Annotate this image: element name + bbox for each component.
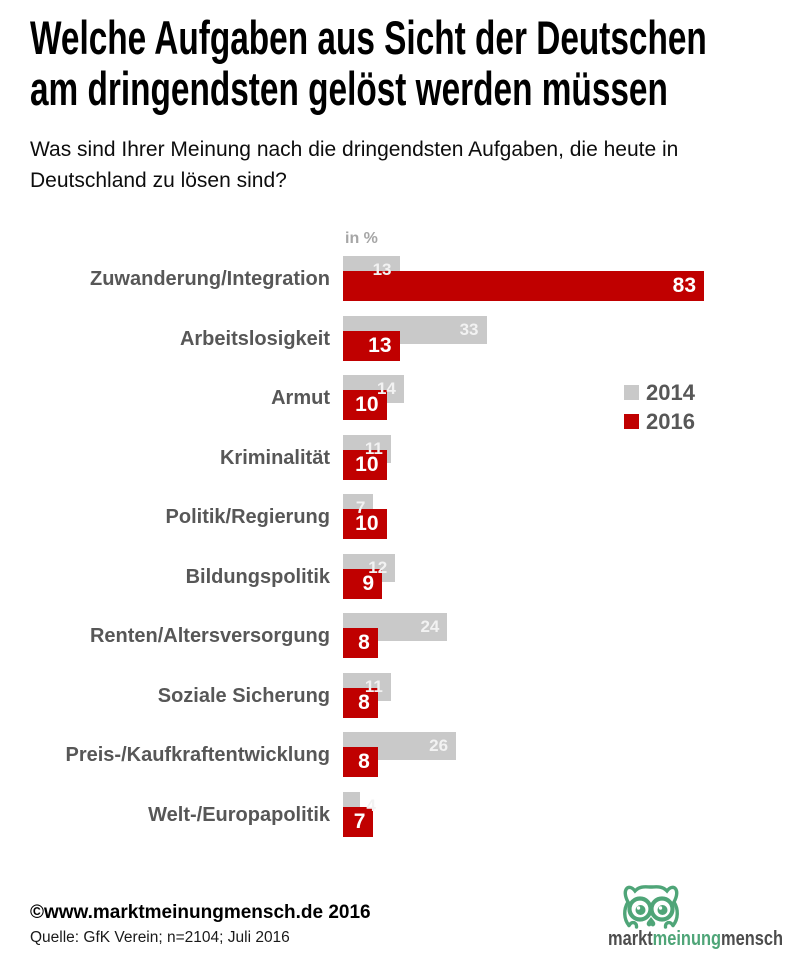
value-label-2016: 8 [358, 631, 370, 654]
legend-label-2016: 2016 [646, 409, 695, 434]
bar-2016 [343, 390, 387, 420]
value-label-2014: 33 [459, 320, 479, 339]
chart-row: Preis-/Kaufkraftentwicklung 26 8 [0, 732, 786, 778]
value-label-2016: 10 [355, 393, 379, 416]
legend-swatch-2014 [624, 385, 639, 400]
chart-row: Arbeitslosigkeit 33 13 [0, 316, 786, 362]
value-label-2016: 9 [362, 572, 375, 595]
category-label: Renten/Altersversorgung [89, 625, 330, 647]
value-label-2016: 8 [358, 691, 370, 714]
logo-word-mensch: mensch [721, 928, 784, 950]
value-label-2014: 11 [364, 677, 383, 696]
bar-2016 [343, 688, 378, 718]
value-label-2014: 11 [364, 439, 383, 458]
copyright-text: ©www.marktmeinungmensch.de 2016 [30, 902, 371, 923]
bar-2016 [343, 747, 378, 777]
bar-2016 [343, 569, 383, 599]
chart-row: Welt-/Europapolitik 4 7 [0, 792, 786, 838]
bar-2016 [343, 450, 387, 480]
chart-row: Renten/Altersversorgung 24 8 [0, 613, 786, 659]
bar-2016 [343, 807, 374, 837]
page-title: Welche Aufgaben aus Sicht der Deutschen … [30, 12, 783, 114]
value-label-2016: 10 [355, 453, 379, 476]
logo-word-markt: markt [608, 928, 653, 950]
survey-question: Was sind Ihrer Meinung nach die dringend… [30, 134, 770, 196]
value-label-2014: 7 [355, 498, 366, 517]
value-label-2014: 24 [420, 617, 440, 636]
value-label-2014: 26 [429, 736, 449, 755]
chart-row: Bildungspolitik 12 9 [0, 554, 786, 600]
page-title-line1: Welche Aufgaben aus Sicht der Deutschen [30, 11, 707, 64]
value-label-2016: 83 [672, 274, 696, 297]
owl-icon [623, 885, 679, 929]
category-label: Zuwanderung/Integration [90, 268, 330, 290]
value-label-2014: 13 [372, 260, 392, 279]
chart-row: Soziale Sicherung 11 8 [0, 673, 786, 719]
bar-2016 [343, 331, 400, 361]
value-label-2016: 13 [368, 334, 392, 357]
chart-row: Politik/Regierung 7 10 [0, 494, 786, 540]
legend-item-2014: 2014 [624, 378, 695, 407]
logo-word-meinung: meinung [652, 928, 722, 950]
legend-item-2016: 2016 [624, 407, 695, 436]
bar-2016 [343, 628, 378, 658]
category-label: Armut [271, 387, 330, 409]
category-label: Kriminalität [219, 447, 330, 469]
legend-label-2014: 2014 [646, 380, 695, 405]
category-label: Arbeitslosigkeit [179, 328, 330, 350]
page-title-line2: am dringendsten gelöst werden müssen [30, 62, 668, 115]
legend: 2014 2016 [624, 378, 695, 436]
survey-question-line2: Deutschland zu lösen sind? [30, 169, 287, 192]
logo-wordmark: marktmeinungmensch [608, 928, 786, 951]
value-label-2014: 4 [366, 796, 376, 815]
chart-row: Kriminalität 11 10 [0, 435, 786, 481]
survey-question-line1: Was sind Ihrer Meinung nach die dringend… [30, 138, 679, 161]
value-label-2014: 12 [368, 558, 388, 577]
bar-2016 [343, 509, 387, 539]
category-label: Welt-/Europapolitik [148, 804, 330, 826]
value-label-2016: 8 [358, 750, 370, 773]
category-label: Preis-/Kaufkraftentwicklung [65, 744, 330, 766]
legend-swatch-2016 [624, 414, 639, 429]
value-label-2016: 7 [353, 810, 366, 833]
source-text: Quelle: GfK Verein; n=2104; Juli 2016 [30, 929, 290, 946]
chart-row: Zuwanderung/Integration 13 83 [0, 256, 786, 302]
category-label: Bildungspolitik [185, 566, 330, 588]
chart-row: Armut 14 10 [0, 375, 786, 421]
category-label: Soziale Sicherung [157, 685, 330, 707]
value-label-2014: 14 [376, 379, 396, 398]
unit-label: in % [345, 230, 378, 247]
value-label-2016: 10 [355, 512, 379, 535]
category-label: Politik/Regierung [165, 506, 330, 528]
marktmeinungmensch-logo: marktmeinungmensch [608, 880, 783, 955]
bar-2016 [343, 271, 704, 301]
